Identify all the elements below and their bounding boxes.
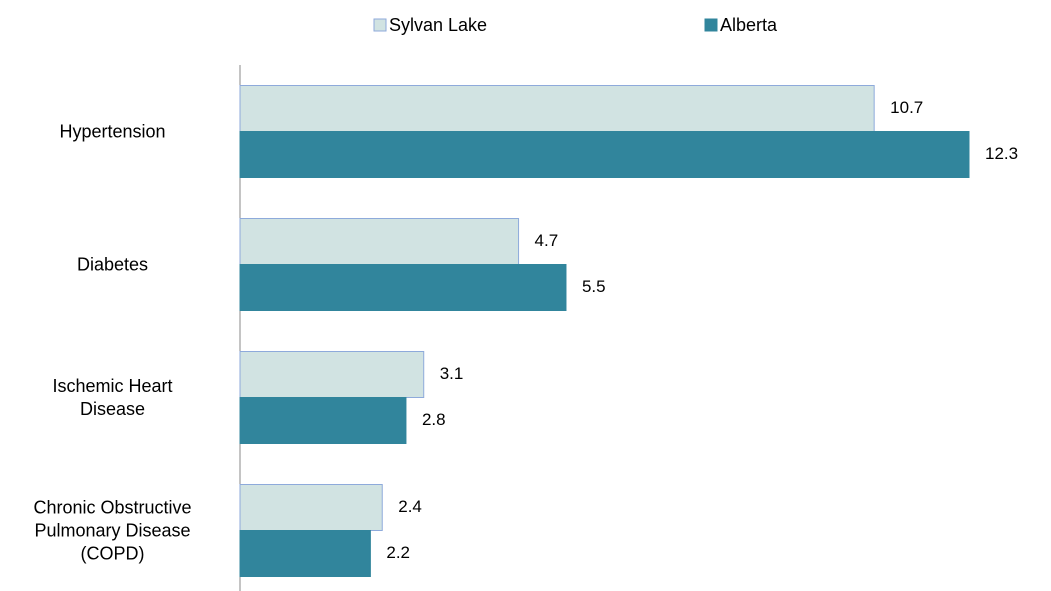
bar: [239, 351, 425, 398]
legend-swatch: [704, 18, 718, 32]
category-label: Hypertension: [59, 121, 166, 141]
value-label: 3.1: [440, 364, 464, 383]
category-label: Diabetes: [76, 254, 149, 274]
value-label: 4.7: [535, 231, 559, 250]
value-label: 2.4: [398, 497, 422, 516]
value-label: 5.5: [582, 277, 606, 296]
value-label: 10.7: [890, 98, 923, 117]
bar: [239, 218, 520, 265]
bar: [239, 397, 407, 444]
legend-label: Alberta: [720, 15, 778, 35]
bar: [239, 484, 383, 531]
legend-swatch: [373, 18, 387, 32]
value-label: 2.8: [422, 410, 446, 429]
legend-label: Sylvan Lake: [389, 15, 487, 35]
category-label: Chronic Obstructive Pulmonary Disease (C…: [33, 497, 192, 563]
bar: [239, 530, 371, 577]
bar: [239, 131, 970, 178]
bar: [239, 85, 875, 132]
value-label: 12.3: [985, 144, 1018, 163]
value-label: 2.2: [386, 543, 410, 562]
category-label: Ischemic Heart Disease: [52, 375, 173, 419]
bar: [239, 264, 567, 311]
